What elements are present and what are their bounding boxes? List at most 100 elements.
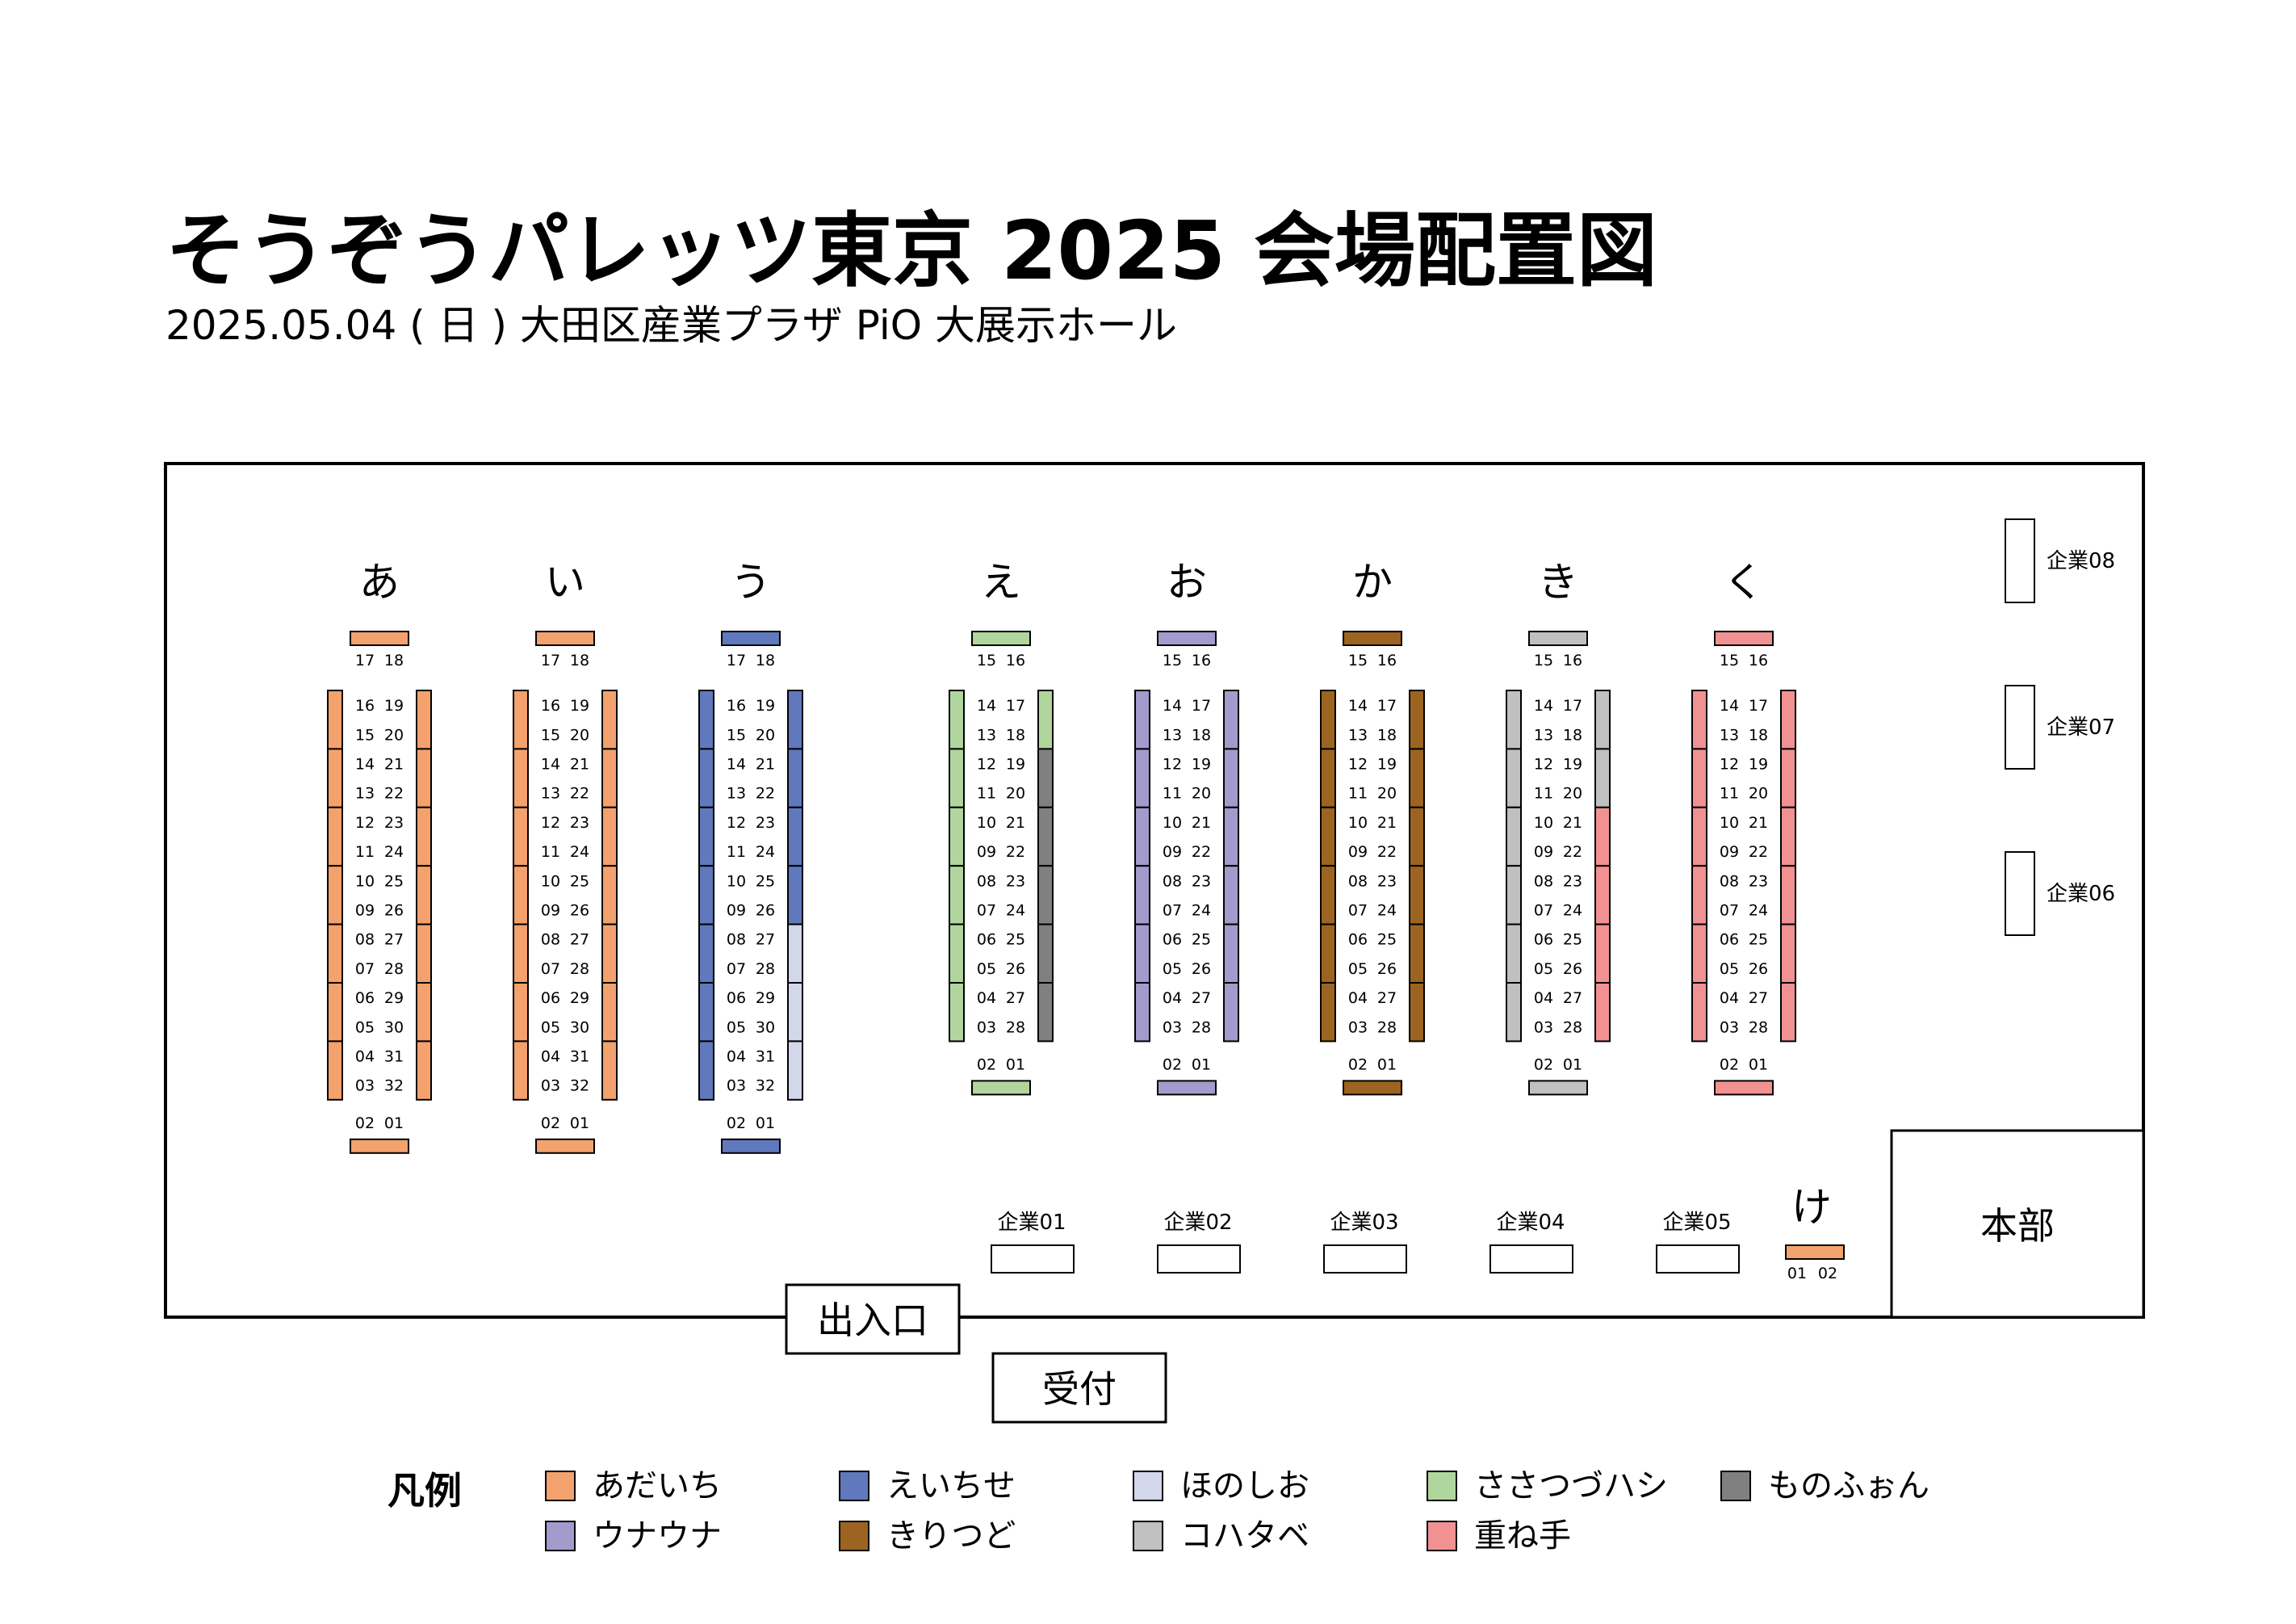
booth-left[interactable] <box>513 1040 529 1101</box>
booth-right[interactable] <box>416 1040 432 1101</box>
honbu-box[interactable] <box>1890 1129 2145 1319</box>
booth-left[interactable] <box>1691 982 1707 1043</box>
booth-right[interactable] <box>1409 923 1425 984</box>
end-booth-bottom[interactable] <box>1528 1080 1588 1096</box>
booth-left[interactable] <box>949 806 965 867</box>
booth-left[interactable] <box>513 865 529 925</box>
booth-right[interactable] <box>1409 806 1425 867</box>
booth-right[interactable] <box>1037 806 1054 867</box>
end-booth-bottom[interactable] <box>535 1138 595 1154</box>
company-booth-04[interactable] <box>1489 1244 1573 1274</box>
booth-right[interactable] <box>1223 865 1239 925</box>
booth-left[interactable] <box>513 806 529 867</box>
booth-right[interactable] <box>1037 865 1054 925</box>
booth-right[interactable] <box>601 690 618 750</box>
booth-right[interactable] <box>1594 865 1611 925</box>
end-booth-top[interactable] <box>1157 631 1217 646</box>
booth-right[interactable] <box>1223 748 1239 808</box>
booth-left[interactable] <box>1320 748 1336 808</box>
end-booth-bottom[interactable] <box>1343 1080 1402 1096</box>
booth-right[interactable] <box>601 806 618 867</box>
booth-left[interactable] <box>327 1040 343 1101</box>
booth-right[interactable] <box>1594 690 1611 750</box>
booth-left[interactable] <box>698 748 714 808</box>
booth-right[interactable] <box>787 806 803 867</box>
booth-right[interactable] <box>1409 982 1425 1043</box>
booth-left[interactable] <box>327 806 343 867</box>
booth-right[interactable] <box>416 690 432 750</box>
booth-left[interactable] <box>1506 982 1522 1043</box>
booth-left[interactable] <box>513 982 529 1043</box>
reception-box[interactable] <box>991 1352 1167 1424</box>
booth-left[interactable] <box>327 923 343 984</box>
booth-left[interactable] <box>1320 923 1336 984</box>
end-booth-top[interactable] <box>721 631 781 646</box>
booth-right[interactable] <box>416 982 432 1043</box>
company-booth-05[interactable] <box>1656 1244 1740 1274</box>
booth-left[interactable] <box>1320 982 1336 1043</box>
booth-right[interactable] <box>1037 748 1054 808</box>
booth-right[interactable] <box>416 748 432 808</box>
booth-left[interactable] <box>327 865 343 925</box>
booth-right[interactable] <box>1409 690 1425 750</box>
booth-left[interactable] <box>949 923 965 984</box>
booth-right[interactable] <box>601 748 618 808</box>
end-booth-bottom[interactable] <box>721 1138 781 1154</box>
booth-right[interactable] <box>787 690 803 750</box>
booth-right[interactable] <box>1037 923 1054 984</box>
booth-left[interactable] <box>1691 865 1707 925</box>
booth-left[interactable] <box>1134 748 1150 808</box>
booth-right[interactable] <box>1780 982 1796 1043</box>
booth-left[interactable] <box>1691 748 1707 808</box>
booth-left[interactable] <box>327 982 343 1043</box>
company-booth-02[interactable] <box>1157 1244 1241 1274</box>
end-booth-top[interactable] <box>971 631 1031 646</box>
end-booth-top[interactable] <box>1528 631 1588 646</box>
end-booth-top[interactable] <box>1714 631 1774 646</box>
booth-right[interactable] <box>1780 923 1796 984</box>
booth-left[interactable] <box>949 690 965 750</box>
booth-left[interactable] <box>698 690 714 750</box>
end-booth-top[interactable] <box>535 631 595 646</box>
booth-right[interactable] <box>1409 865 1425 925</box>
booth-right[interactable] <box>787 923 803 984</box>
booth-right[interactable] <box>1780 690 1796 750</box>
booth-right[interactable] <box>416 865 432 925</box>
booth-right[interactable] <box>1409 748 1425 808</box>
booth-left[interactable] <box>1506 748 1522 808</box>
booth-right[interactable] <box>787 982 803 1043</box>
booth-left[interactable] <box>1506 690 1522 750</box>
booth-right[interactable] <box>1223 923 1239 984</box>
booth-right[interactable] <box>1037 690 1054 750</box>
booth-left[interactable] <box>949 748 965 808</box>
end-booth-bottom[interactable] <box>971 1080 1031 1096</box>
booth-left[interactable] <box>1134 923 1150 984</box>
booth-left[interactable] <box>1691 923 1707 984</box>
booth-left[interactable] <box>1320 690 1336 750</box>
booth-left[interactable] <box>949 865 965 925</box>
booth-left[interactable] <box>1134 690 1150 750</box>
booth-right[interactable] <box>416 806 432 867</box>
company-booth-07[interactable] <box>2005 685 2035 770</box>
booth-right[interactable] <box>1223 806 1239 867</box>
company-booth-03[interactable] <box>1323 1244 1407 1274</box>
booth-left[interactable] <box>1691 806 1707 867</box>
booth-left[interactable] <box>1320 806 1336 867</box>
booth-left[interactable] <box>513 748 529 808</box>
booth-left[interactable] <box>698 982 714 1043</box>
end-booth-top[interactable] <box>350 631 409 646</box>
booth-left[interactable] <box>1134 865 1150 925</box>
booth-left[interactable] <box>698 806 714 867</box>
booth-left[interactable] <box>698 923 714 984</box>
company-booth-06[interactable] <box>2005 851 2035 936</box>
booth-right[interactable] <box>601 865 618 925</box>
booth-right[interactable] <box>787 1040 803 1101</box>
booth-left[interactable] <box>1506 923 1522 984</box>
company-booth-08[interactable] <box>2005 518 2035 603</box>
booth-right[interactable] <box>1223 982 1239 1043</box>
end-booth-top[interactable] <box>1343 631 1402 646</box>
booth-left[interactable] <box>949 982 965 1043</box>
booth-left[interactable] <box>1320 865 1336 925</box>
company-booth-01[interactable] <box>991 1244 1075 1274</box>
entrance-box[interactable] <box>785 1283 961 1355</box>
